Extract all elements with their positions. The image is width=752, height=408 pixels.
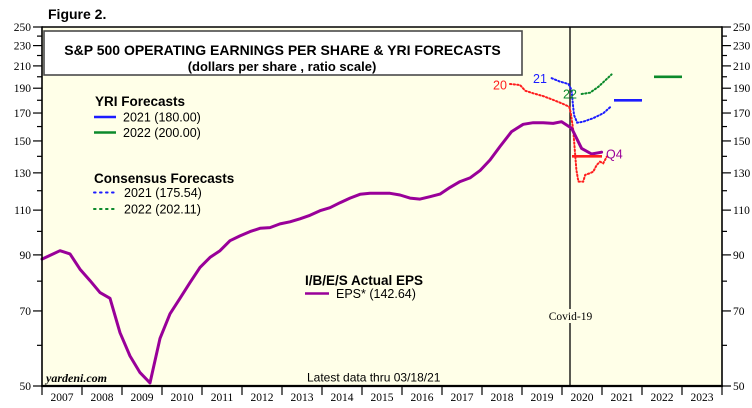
title-box [43,30,523,76]
y-tick-label-right: 70 [733,306,745,318]
y-tick-label-right: 210 [733,61,751,73]
y-tick-label-right: 250 [733,22,751,34]
x-tick-label: 2020 [571,392,594,404]
x-tick-label: 2007 [51,392,74,404]
series-layer [40,73,613,385]
covid-label: Covid-19 [549,311,593,323]
x-tick-label: 2015 [371,392,394,404]
consensus-2022-label: 22 [563,88,577,102]
y-tick-label-right: 130 [733,168,751,180]
y-tick-label-right: 110 [733,205,750,217]
x-tick-label: 2017 [451,392,474,404]
x-tick-label: 2013 [291,392,314,404]
consensus-2021-line [550,77,613,124]
legend-title-yri: YRI Forecasts [95,94,185,109]
eps-q4-label: Q4 [606,148,623,162]
consensus-2021-label: 21 [533,72,547,86]
legend-actual-eps: I/B/E/S Actual EPS EPS* (142.64) [305,273,423,301]
x-tick-label: 2012 [251,392,274,404]
y-tick-label-left: 110 [14,205,31,217]
covid-label-background [548,309,593,323]
legend-consensus-forecasts: Consensus Forecasts 2021 (175.54) 2022 (… [93,171,234,217]
plot-area [42,27,722,386]
y-tick-label-left: 90 [20,250,32,262]
y-tick-label-right: 230 [733,41,751,53]
y-tick-label-left: 210 [14,61,32,73]
y-tick-label-left: 150 [14,136,32,148]
chart-title: S&P 500 OPERATING EARNINGS PER SHARE & Y… [64,42,500,58]
legend-title-actual-eps: I/B/E/S Actual EPS [305,273,423,288]
y-tick-label-right: 150 [733,136,751,148]
x-tick-label: 2011 [211,392,234,404]
legend-title-consensus: Consensus Forecasts [94,171,234,186]
forecast-levels-layer [572,75,682,158]
y-tick-label-left: 50 [20,381,32,393]
x-tick-label: 2023 [691,392,714,404]
legend-label-eps: EPS* (142.64) [336,287,416,301]
y-tick-label-right: 90 [733,250,745,262]
eps-actual-line [40,120,604,385]
y-tick-label-left: 190 [14,83,32,95]
y-tick-label-right: 190 [733,83,751,95]
y-tick-label-right: 50 [733,381,745,393]
x-tick-label: 2014 [331,392,354,404]
y-tick-label-right: 170 [733,108,751,120]
x-tick-label: 2022 [651,392,674,404]
legend-label-yri-2022: 2022 (200.00) [123,126,201,140]
x-tick-label: 2019 [531,392,554,404]
x-tick-label: 2009 [131,392,154,404]
y-tick-label-left: 130 [14,168,32,180]
legend-label-consensus-2021: 2021 (175.54) [124,186,202,200]
consensus-2020-label: 20 [493,79,507,93]
legend-yri-forecasts: YRI Forecasts 2021 (180.00) 2022 (200.00… [94,94,201,140]
source-label: yardeni.com [44,371,107,385]
chart-subtitle: (dollars per share , ratio scale) [188,59,377,74]
consensus-2020-line [509,83,608,183]
x-tick-label: 2018 [491,392,514,404]
x-tick-label: 2021 [611,392,634,404]
axes: 250 250 230 230 210 210 190 190 170 170 150 150 130 1… [14,22,751,404]
latest-data-note: Latest data thru 03/18/21 [307,371,441,385]
consensus-2022-line [580,73,613,95]
y-tick-label-left: 250 [14,22,32,34]
x-tick-label: 2010 [171,392,194,404]
legend-label-yri-2021: 2021 (180.00) [123,111,201,125]
legend-label-consensus-2022: 2022 (202.11) [124,203,201,217]
y-tick-label-left: 230 [14,41,32,53]
y-tick-label-left: 170 [14,108,32,120]
figure-label: Figure 2. [48,6,106,22]
y-tick-label-left: 70 [20,306,32,318]
x-tick-label: 2016 [411,392,434,404]
x-tick-label: 2008 [91,392,114,404]
